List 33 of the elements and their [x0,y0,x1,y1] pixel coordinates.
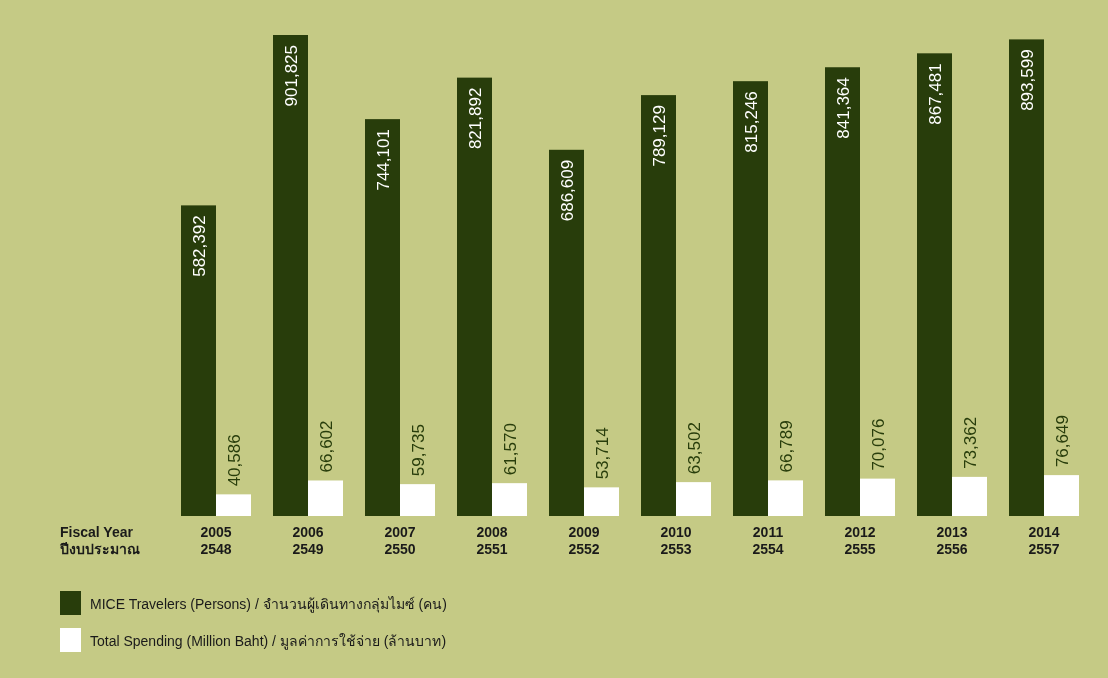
x-tick-label: 2011 2554 [752,524,784,557]
data-label: 40,586 [224,434,244,487]
x-tick-label: 2006 2549 [292,524,324,557]
data-label: 867,481 [925,63,945,125]
legend-label: MICE Travelers (Persons) / จำนวนผู้เดินทางกลุ่มไมซ์ (คน) [90,596,447,613]
data-label: 901,825 [281,45,301,107]
data-label: 789,129 [649,105,669,167]
data-label: 76,649 [1052,415,1072,468]
data-label: 582,392 [189,215,209,277]
x-tick-label: 2010 2553 [660,524,692,557]
data-label: 821,892 [465,87,485,150]
data-label: 59,735 [408,424,428,477]
data-label: 70,076 [868,418,888,471]
data-label: 841,364 [833,77,853,139]
data-label: 63,502 [684,422,704,475]
x-tick-label: 2005 2548 [200,524,232,557]
data-label: 686,609 [557,159,577,222]
data-label: 73,362 [960,416,980,469]
data-label: 66,602 [316,420,336,473]
x-tick-label: 2008 2551 [476,524,508,557]
legend-label: Total Spending (Million Baht) / มูลค่าการใช้จ่าย (ล้านบาท) [90,633,447,650]
data-label: 61,570 [500,423,520,476]
data-label: 815,246 [741,91,761,153]
data-label: 744,101 [373,129,393,191]
x-tick-label: 2007 2550 [384,524,416,557]
x-tick-label: 2014 2557 [1028,524,1060,557]
data-label: 53,714 [592,427,612,480]
x-axis-title: Fiscal Year ปีงบประมาณ [59,524,140,557]
data-label: 893,599 [1017,49,1037,111]
data-label: 66,789 [776,420,796,473]
x-tick-label: 2009 2552 [568,524,600,557]
x-tick-label: 2012 2555 [844,524,876,557]
x-tick-label: 2013 2556 [936,524,968,557]
